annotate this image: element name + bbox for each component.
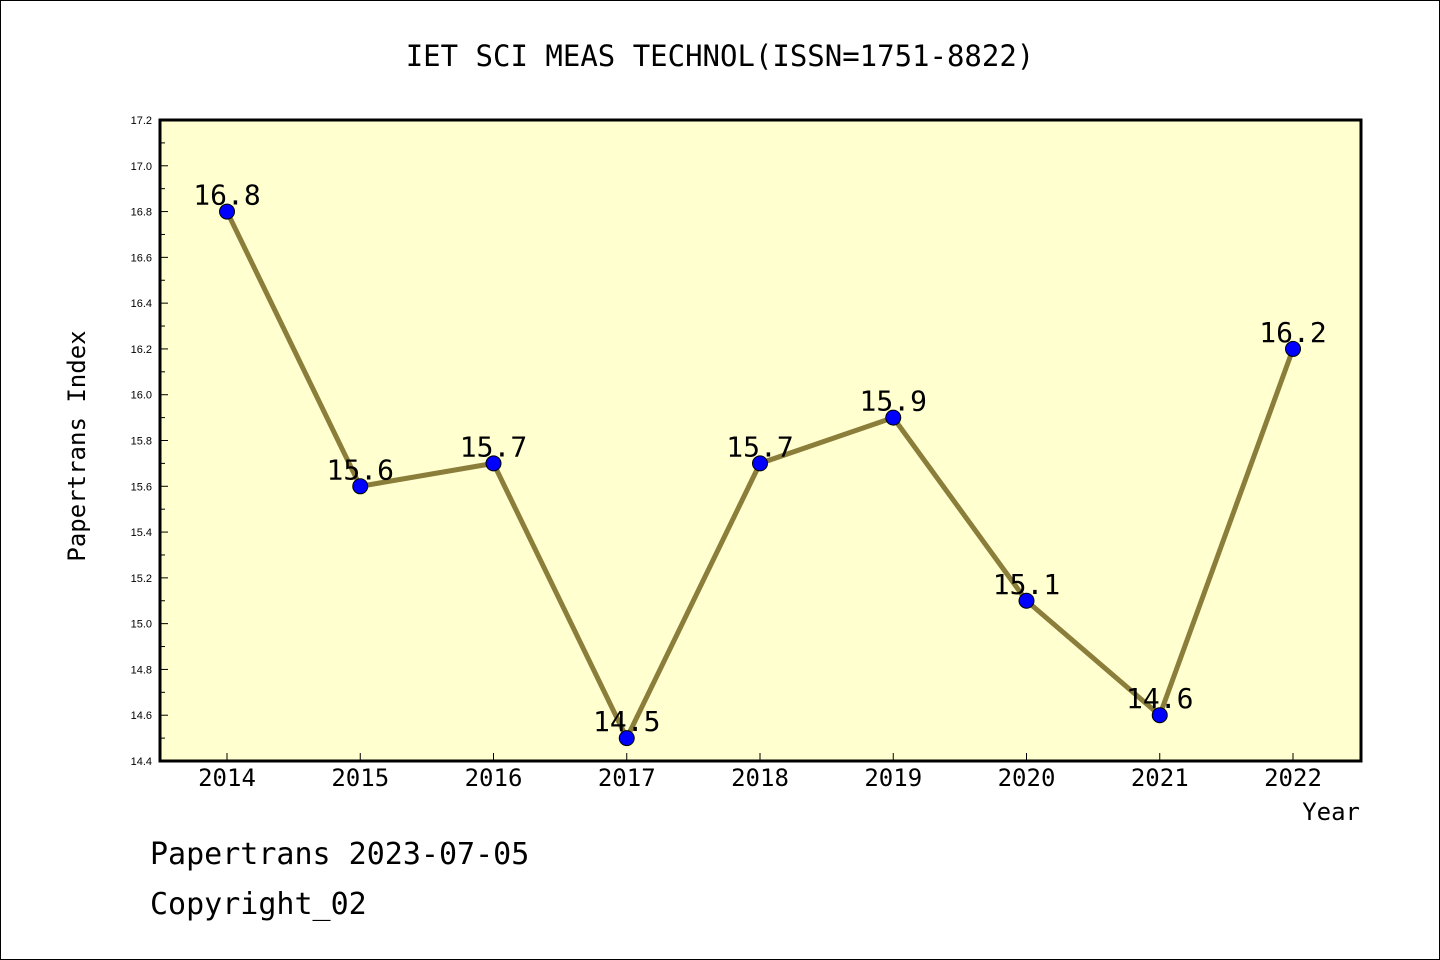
y-tick-label: 14.4 <box>131 756 152 768</box>
y-tick-label: 16.4 <box>131 298 152 310</box>
y-tick-label: 16.0 <box>131 390 152 402</box>
data-point <box>885 409 902 426</box>
x-tick-label: 2016 <box>465 764 523 792</box>
x-tick-label: 2018 <box>731 764 789 792</box>
data-label: 16.2 <box>1259 316 1326 349</box>
y-tick-label: 15.2 <box>131 573 152 585</box>
y-axis-title: Papertrans Index <box>63 330 91 561</box>
data-point <box>219 203 235 220</box>
x-tick-label: 2017 <box>598 764 656 792</box>
y-tick-label: 17.0 <box>131 161 152 173</box>
data-label: 15.1 <box>993 568 1060 601</box>
x-tick-label: 2020 <box>998 764 1056 792</box>
data-point <box>752 455 768 472</box>
data-label: 15.6 <box>327 453 394 486</box>
y-tick-label: 14.6 <box>131 710 152 722</box>
footer-date: Papertrans 2023-07-05 <box>150 837 529 872</box>
data-label: 14.6 <box>1126 682 1193 715</box>
y-tick-label: 14.8 <box>131 664 152 676</box>
y-tick-label: 16.8 <box>131 207 152 219</box>
data-point <box>1151 707 1168 724</box>
chart-title: IET SCI MEAS TECHNOL(ISSN=1751-8822) <box>406 39 1035 73</box>
data-point <box>485 455 502 472</box>
y-axis: 14.4 14.6 14.8 15.0 15.2 15.4 15.6 15.8 16.0 16.2… <box>131 115 168 768</box>
y-tick-label: 15.0 <box>131 619 152 631</box>
y-tick-label: 16.2 <box>131 344 152 356</box>
plot-area <box>158 118 1363 763</box>
x-axis-title: Year <box>1302 798 1360 826</box>
data-point <box>352 478 369 495</box>
x-tick-label: 2014 <box>198 764 256 792</box>
y-tick-label: 17.2 <box>131 115 152 127</box>
data-label: 15.9 <box>860 385 927 418</box>
y-tick-label: 15.6 <box>131 481 152 493</box>
data-label-group: 16.8 15.6 15.7 14.5 15.7 15.9 15.1 14.6 16.2 <box>193 179 1326 739</box>
data-label: 15.7 <box>726 430 793 463</box>
x-tick-label: 2015 <box>331 764 389 792</box>
x-tick-label: 2021 <box>1131 764 1189 792</box>
data-label: 14.5 <box>593 705 660 738</box>
data-label: 15.7 <box>460 430 527 463</box>
y-tick-label: 15.8 <box>131 436 152 448</box>
y-tick-label: 15.4 <box>131 527 152 539</box>
y-tick-label: 16.6 <box>131 252 152 264</box>
data-point-group <box>219 203 1301 747</box>
data-point <box>1018 592 1035 609</box>
x-tick-label: 2019 <box>864 764 922 792</box>
data-point <box>1285 340 1301 357</box>
data-point <box>618 730 635 747</box>
footer-copyright: Copyright_02 <box>150 887 367 922</box>
x-axis: 2014 2015 2016 2017 2018 2019 2020 2021 2022 <box>198 753 1322 792</box>
x-tick-label: 2022 <box>1264 764 1322 792</box>
data-label: 16.8 <box>193 179 260 212</box>
